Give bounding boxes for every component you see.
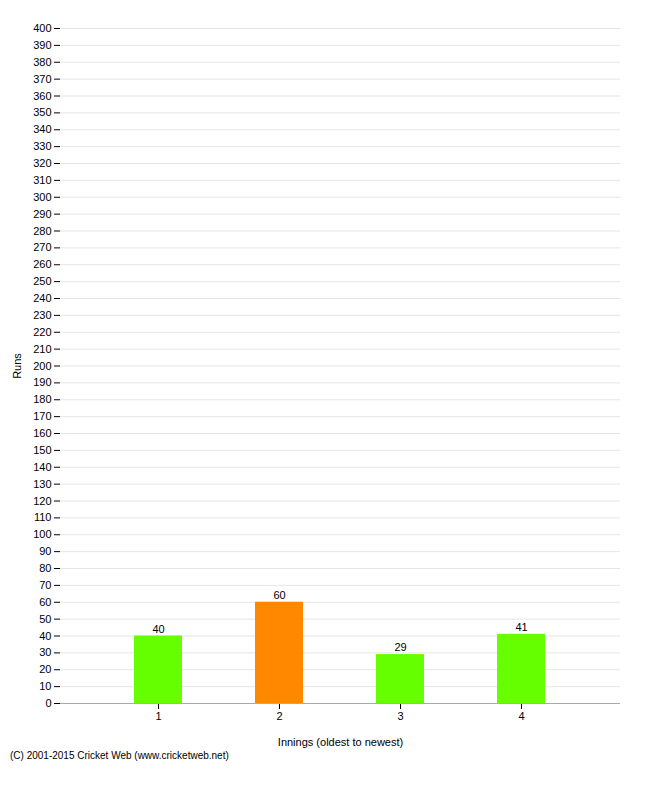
svg-text:390: 390 <box>33 39 51 51</box>
svg-text:90: 90 <box>39 545 51 557</box>
svg-text:0: 0 <box>45 697 51 709</box>
svg-text:10: 10 <box>39 680 51 692</box>
svg-text:2: 2 <box>276 710 282 722</box>
svg-text:300: 300 <box>33 191 51 203</box>
html-text:(C) 2001-2015 Cricket Web (www: (C) 2001-2015 Cricket Web (www.cricketwe… <box>10 750 229 761</box>
svg-text:170: 170 <box>33 410 51 422</box>
svg-text:140: 140 <box>33 461 51 473</box>
svg-text:290: 290 <box>33 208 51 220</box>
svg-text:30: 30 <box>39 646 51 658</box>
svg-text:160: 160 <box>33 427 51 439</box>
svg-text:110: 110 <box>34 511 52 523</box>
svg-text:29: 29 <box>394 641 406 653</box>
svg-text:350: 350 <box>33 106 51 118</box>
svg-text:Runs: Runs <box>11 353 23 379</box>
svg-text:4: 4 <box>518 710 524 722</box>
svg-text:230: 230 <box>33 309 51 321</box>
svg-text:40: 40 <box>39 630 51 642</box>
svg-text:380: 380 <box>33 56 51 68</box>
svg-text:Innings (oldest to newest): Innings (oldest to newest) <box>278 736 403 748</box>
svg-text:70: 70 <box>39 579 51 591</box>
svg-text:40: 40 <box>152 623 164 635</box>
svg-text:60: 60 <box>39 596 51 608</box>
svg-text:400: 400 <box>33 22 51 34</box>
svg-text:20: 20 <box>39 663 51 675</box>
svg-text:150: 150 <box>33 444 51 456</box>
svg-text:120: 120 <box>33 495 51 507</box>
svg-text:200: 200 <box>33 360 51 372</box>
svg-text:180: 180 <box>33 393 51 405</box>
svg-text:340: 340 <box>33 123 51 135</box>
svg-text:320: 320 <box>33 157 51 169</box>
svg-text:210: 210 <box>33 343 51 355</box>
svg-text:1: 1 <box>155 710 161 722</box>
svg-text:250: 250 <box>33 275 51 287</box>
svg-text:80: 80 <box>39 562 51 574</box>
svg-text:3: 3 <box>397 710 403 722</box>
svg-text:270: 270 <box>33 241 51 253</box>
svg-text:100: 100 <box>33 528 51 540</box>
svg-text:330: 330 <box>33 140 51 152</box>
svg-text:280: 280 <box>33 225 51 237</box>
svg-text:260: 260 <box>33 258 51 270</box>
svg-text:130: 130 <box>33 478 51 490</box>
svg-text:220: 220 <box>33 326 51 338</box>
svg-text:360: 360 <box>33 90 51 102</box>
svg-text:50: 50 <box>39 613 51 625</box>
svg-text:60: 60 <box>273 589 285 601</box>
svg-text:310: 310 <box>33 174 51 186</box>
svg-text:190: 190 <box>33 376 51 388</box>
svg-text:240: 240 <box>33 292 51 304</box>
svg-text:370: 370 <box>33 73 51 85</box>
svg-text:41: 41 <box>515 621 527 633</box>
